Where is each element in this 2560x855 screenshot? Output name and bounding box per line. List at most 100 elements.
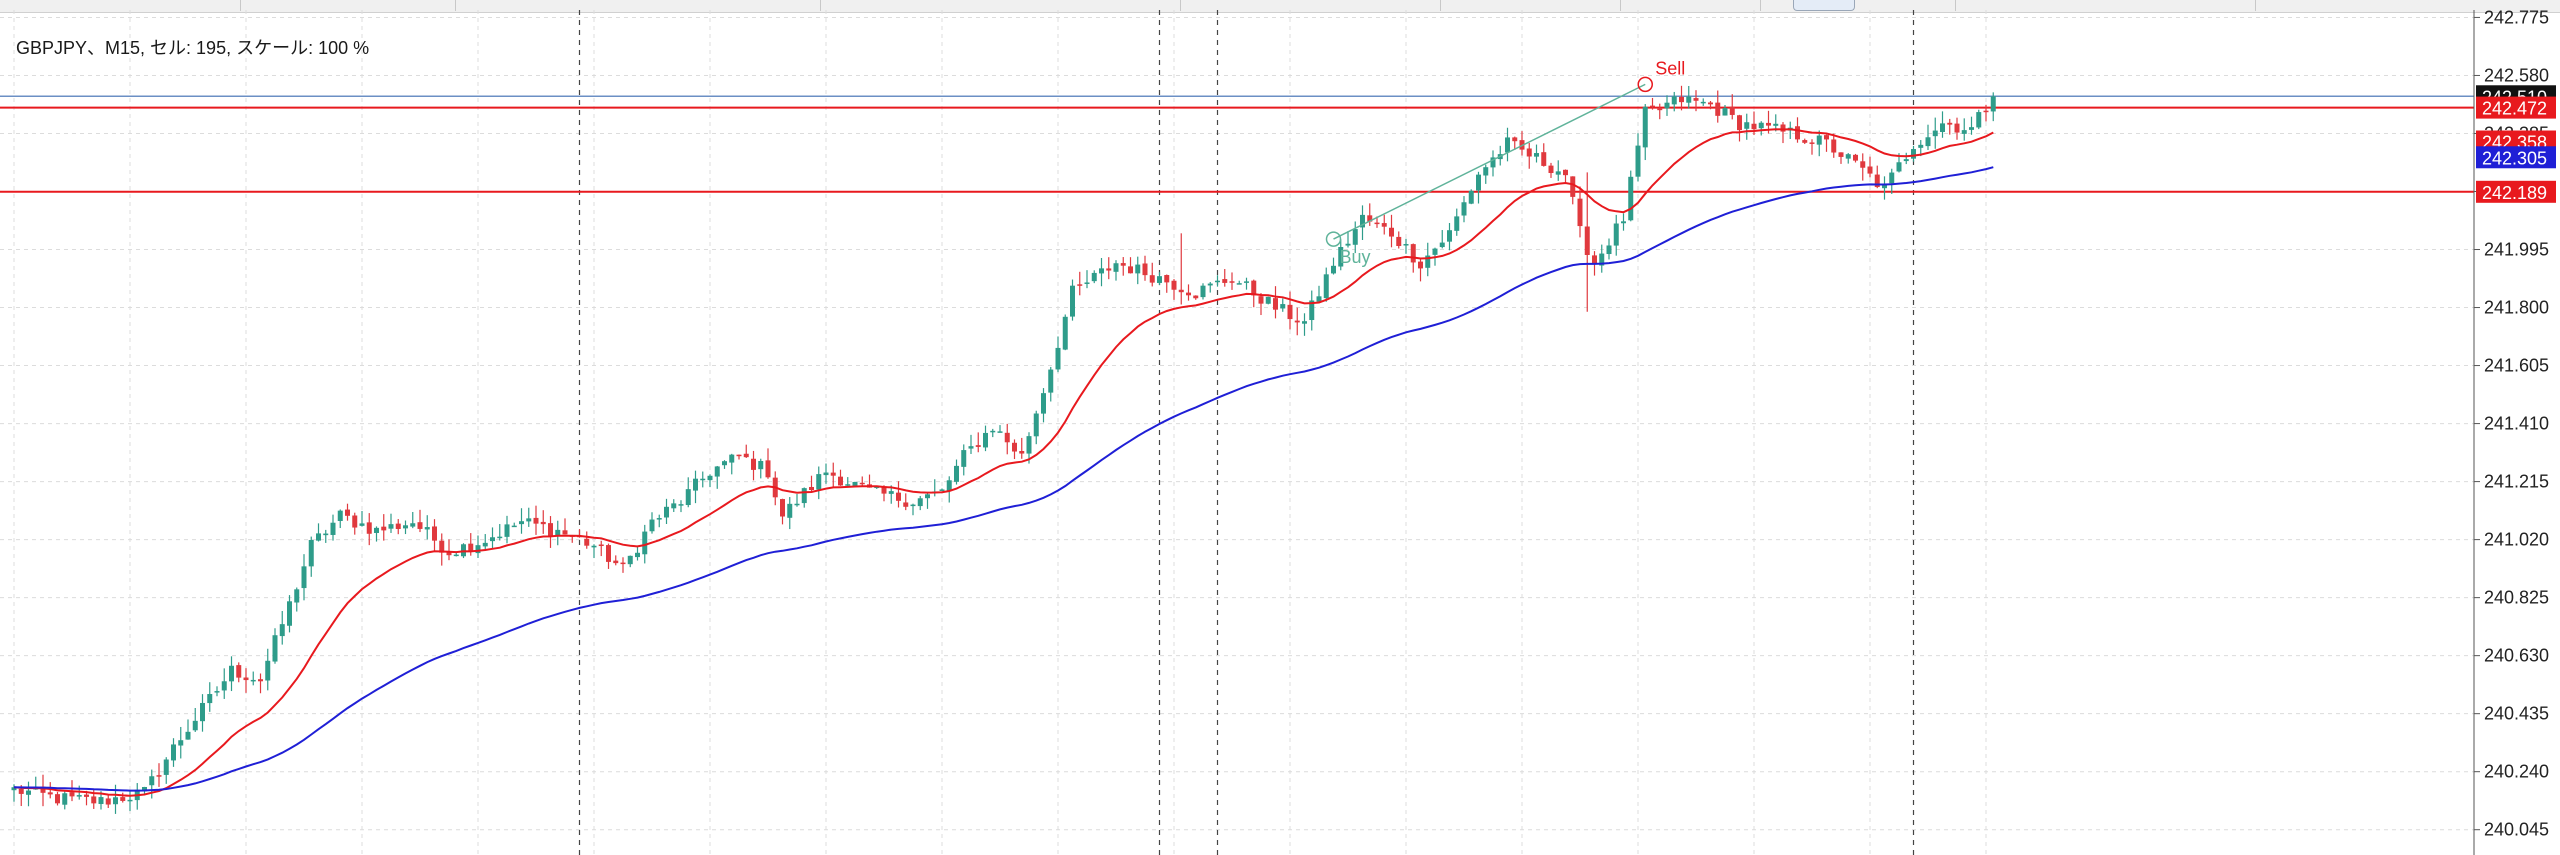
candle-bear: [1548, 165, 1554, 174]
candle-bear: [1824, 135, 1829, 140]
candle-bull: [1113, 263, 1119, 272]
candle-bull: [526, 518, 532, 522]
candle-bull: [729, 454, 735, 463]
candle-bull: [1889, 172, 1895, 184]
candle-bull: [1091, 272, 1097, 282]
candle-bull: [1882, 183, 1887, 189]
candle-bull: [1845, 154, 1851, 159]
candle-bull: [287, 601, 292, 626]
moving-averages: [13, 128, 1994, 797]
candle-bull: [1490, 157, 1496, 168]
candle-bull: [1961, 130, 1967, 134]
candle-bull: [62, 793, 68, 805]
candle-bull: [1215, 280, 1220, 283]
candle-bull: [635, 552, 640, 558]
candle-bear: [439, 540, 445, 553]
candle-bear: [1012, 442, 1017, 452]
candle-bear: [156, 775, 162, 777]
candle-bull: [925, 494, 930, 499]
candle-bear: [381, 526, 387, 531]
trade-markers: Buy Sell: [1325, 58, 1685, 267]
candle-bull: [1461, 202, 1467, 216]
candle-bear: [120, 797, 126, 801]
candle-bear: [1222, 279, 1228, 283]
candle-bull: [1236, 283, 1242, 285]
candle-bull: [1157, 276, 1162, 283]
candle-bull: [330, 522, 336, 535]
candle-bear: [468, 543, 474, 552]
candle-bear: [1526, 148, 1532, 157]
candle-bull: [1265, 296, 1271, 304]
candle-bull: [1309, 300, 1315, 321]
candle-bull: [1331, 265, 1336, 274]
axis-tick-label: 242.580: [2484, 65, 2549, 85]
candle-bull: [1744, 122, 1750, 129]
candle-bear: [1780, 124, 1786, 132]
candle-bull: [939, 489, 945, 491]
candle-bull: [1135, 264, 1141, 274]
candle-bull: [26, 790, 31, 795]
candle-bull: [250, 679, 256, 682]
candle-bear: [1294, 320, 1300, 323]
candle-bull: [990, 430, 996, 433]
candle-bear: [1381, 223, 1387, 227]
candle-bear: [1258, 296, 1264, 304]
candle-bear: [1838, 152, 1844, 157]
candle-bear: [1178, 289, 1184, 293]
candle-bull: [627, 555, 633, 565]
symbol-info-label: GBPJPY、M15, セル: 195, スケール: 100 %: [16, 38, 370, 58]
axis-tick-label: 241.410: [2484, 414, 2549, 434]
candle-bull: [511, 525, 517, 528]
candle-bull: [453, 554, 459, 557]
candle-bear: [1954, 123, 1960, 133]
toolbar: [0, 0, 2560, 13]
candle-bear: [47, 792, 53, 795]
candle-bear: [1708, 102, 1713, 105]
candle-bear: [1751, 123, 1757, 130]
candle-bear: [1729, 106, 1735, 115]
candle-bull: [1642, 106, 1648, 148]
candle-bull: [642, 531, 648, 555]
toolbar-button[interactable]: [1793, 0, 1855, 11]
candle-bull: [1599, 253, 1605, 266]
candle-bull: [1062, 316, 1068, 350]
candle-bear: [1389, 227, 1394, 237]
candle-bear: [1831, 139, 1837, 153]
candle-bear: [1251, 280, 1257, 296]
candle-bull: [678, 504, 684, 506]
candle-bull: [1816, 135, 1822, 145]
candle-bear: [345, 509, 350, 516]
price-axis: 242.775242.580242.385242.190241.995241.8…: [2473, 7, 2556, 855]
candle-bear: [859, 482, 865, 485]
candle-bull: [714, 466, 720, 477]
candle-bull: [1432, 248, 1438, 255]
candle-bull: [403, 525, 408, 529]
toolbar-separator: [1180, 0, 1181, 11]
candle-bull: [888, 491, 894, 494]
toolbar-separator: [240, 0, 241, 11]
candle-bear: [1396, 236, 1402, 247]
candle-bear: [736, 454, 742, 457]
candle-bull: [1244, 281, 1249, 283]
candle-bear: [243, 677, 249, 681]
axis-tick-label: 241.215: [2484, 472, 2549, 492]
candle-bull: [482, 542, 488, 547]
candle-bear: [1077, 284, 1083, 286]
candle-bull: [997, 431, 1003, 433]
candle-bull: [591, 545, 597, 548]
candle-bull: [374, 527, 379, 533]
axis-tick-label: 240.435: [2484, 704, 2549, 724]
candle-bull: [1302, 321, 1307, 324]
candle-bear: [1867, 166, 1873, 174]
candle-bull: [461, 544, 466, 557]
candle-bull: [1990, 96, 1996, 112]
candle-bull: [983, 432, 988, 448]
candle-bear: [40, 786, 46, 793]
candle-bear: [1715, 102, 1721, 116]
candle-bull: [910, 504, 916, 507]
candle-bear: [91, 796, 97, 804]
candle-bull: [1700, 101, 1706, 104]
candle-bull: [1070, 285, 1075, 317]
candle-bull: [685, 489, 691, 506]
